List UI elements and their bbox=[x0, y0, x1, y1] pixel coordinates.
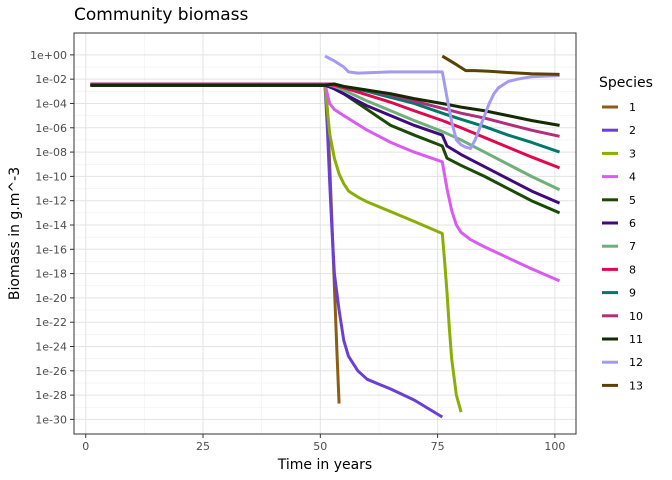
series-line-6 bbox=[90, 83, 561, 205]
legend-label-11: 11 bbox=[629, 333, 643, 346]
y-tick-label: 1e-06 bbox=[35, 122, 67, 135]
y-tick-label: 1e+00 bbox=[30, 49, 67, 62]
legend-label-9: 9 bbox=[629, 287, 636, 300]
legend-title: Species bbox=[599, 75, 653, 91]
legend-label-3: 3 bbox=[629, 147, 636, 160]
y-tick-label: 1e-30 bbox=[35, 413, 67, 426]
y-tick-label: 1e-20 bbox=[35, 292, 67, 305]
x-tick-label: 100 bbox=[544, 440, 565, 453]
x-tick-label: 25 bbox=[196, 440, 210, 453]
y-tick-label: 1e-10 bbox=[35, 170, 67, 183]
series-lines bbox=[90, 54, 561, 419]
x-axis-title: Time in years bbox=[277, 457, 372, 473]
series-line-4 bbox=[90, 82, 561, 283]
x-tick-label: 50 bbox=[313, 440, 327, 453]
y-tick-label: 1e-02 bbox=[35, 73, 67, 86]
legend-label-7: 7 bbox=[629, 240, 636, 253]
legend-label-12: 12 bbox=[629, 356, 643, 369]
y-tick-label: 1e-24 bbox=[35, 341, 67, 354]
legend-label-5: 5 bbox=[629, 194, 636, 207]
y-tick-label: 1e-14 bbox=[35, 219, 67, 232]
plot-panel bbox=[73, 32, 577, 435]
y-axis: 1e+00 1e-02 1e-04 1e-06 1e-08 1e-10 1e-12 1e-14… bbox=[30, 49, 74, 426]
series-line-11 bbox=[90, 82, 560, 127]
chart-title: Community biomass bbox=[74, 5, 249, 25]
series-line-12 bbox=[324, 54, 560, 150]
legend-label-1: 1 bbox=[629, 101, 636, 114]
legend-label-6: 6 bbox=[629, 217, 636, 230]
x-tick-label: 0 bbox=[82, 440, 89, 453]
x-tick-label: 75 bbox=[431, 440, 445, 453]
y-tick-label: 1e-22 bbox=[35, 316, 67, 329]
x-axis: 0 25 50 75 100 bbox=[82, 434, 565, 453]
legend-label-10: 10 bbox=[629, 310, 643, 323]
y-tick-label: 1e-16 bbox=[35, 243, 67, 256]
legend-label-13: 13 bbox=[629, 379, 643, 392]
series-line-2 bbox=[90, 83, 444, 419]
y-axis-title: Biomass in g.m^-3 bbox=[7, 167, 23, 300]
series-line-3 bbox=[90, 83, 463, 413]
series-line-13 bbox=[441, 54, 560, 76]
y-tick-label: 1e-04 bbox=[35, 97, 67, 110]
y-tick-label: 1e-12 bbox=[35, 195, 67, 208]
legend-label-2: 2 bbox=[629, 124, 636, 137]
y-tick-label: 1e-08 bbox=[35, 146, 67, 159]
y-tick-label: 1e-18 bbox=[35, 268, 67, 281]
y-tick-label: 1e-28 bbox=[35, 389, 67, 402]
legend-label-4: 4 bbox=[629, 171, 636, 184]
legend-label-8: 8 bbox=[629, 263, 636, 276]
y-tick-label: 1e-26 bbox=[35, 365, 67, 378]
